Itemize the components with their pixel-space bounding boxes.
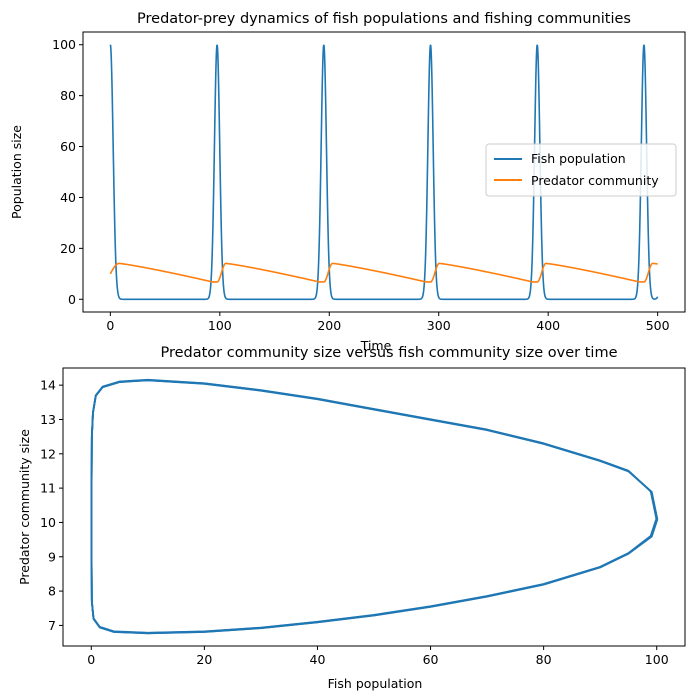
- phase-orbit-line-3: [90, 379, 659, 635]
- top-y-tick-label-2: 40: [60, 190, 76, 205]
- legend: Fish population Predator community: [485, 143, 677, 197]
- bottom-x-tick-label-3: 60: [423, 652, 439, 667]
- bottom-y-tick-label-3: 10: [40, 515, 56, 530]
- top-plot-frame: [82, 31, 686, 313]
- bottom-x-tick-label-2: 40: [310, 652, 326, 667]
- bottom-y-tick-label-0: 7: [48, 618, 56, 633]
- bottom-y-tick-label-6: 13: [40, 412, 56, 427]
- bottom-chart: Predator community size versus fish comm…: [17, 345, 686, 691]
- bottom-y-tick-label-2: 9: [48, 549, 56, 564]
- top-x-tick-label-5: 500: [646, 318, 670, 333]
- top-y-tick-label-1: 20: [60, 241, 76, 256]
- legend-frame: [485, 143, 677, 197]
- top-y-tick-label-0: 0: [68, 292, 76, 307]
- bottom-x-tick-label-4: 80: [536, 652, 552, 667]
- top-y-tick-label-3: 60: [60, 139, 76, 154]
- bottom-y-tick-label-4: 11: [40, 481, 56, 496]
- bottom-y-axis-label: Predator community size: [17, 429, 32, 585]
- top-y-tick-label-4: 80: [60, 88, 76, 103]
- bottom-x-axis-label: Fish population: [328, 676, 423, 691]
- legend-label-fish: Fish population: [531, 151, 626, 166]
- top-x-tick-label-1: 100: [208, 318, 232, 333]
- fish-population-line: [109, 44, 659, 301]
- phase-orbit-line-1: [90, 379, 658, 635]
- top-chart-title: Predator-prey dynamics of fish populatio…: [137, 11, 631, 27]
- bottom-x-tick-label-5: 100: [645, 652, 669, 667]
- bottom-x-tick-label-1: 20: [196, 652, 212, 667]
- top-x-tick-label-3: 300: [427, 318, 451, 333]
- top-y-axis-label: Population size: [9, 125, 24, 219]
- legend-label-predator: Predator community: [531, 173, 659, 188]
- phase-orbit-line-0: [90, 379, 658, 634]
- top-chart: Predator-prey dynamics of fish populatio…: [9, 11, 686, 353]
- top-y-tick-label-5: 100: [52, 37, 76, 52]
- bottom-x-tick-label-0: 0: [87, 652, 95, 667]
- bottom-y-tick-label-7: 14: [40, 378, 56, 393]
- top-x-axis-label: Time: [360, 338, 392, 353]
- bottom-plot-frame: [62, 367, 686, 647]
- bottom-y-tick-label-1: 8: [48, 584, 56, 599]
- top-x-tick-label-2: 200: [317, 318, 341, 333]
- bottom-chart-title: Predator community size versus fish comm…: [160, 345, 617, 361]
- top-x-tick-label-4: 400: [536, 318, 560, 333]
- phase-orbit-line-2: [90, 378, 658, 634]
- bottom-y-tick-label-5: 12: [40, 446, 56, 461]
- predator-community-line: [109, 262, 658, 283]
- top-x-tick-label-0: 0: [106, 318, 114, 333]
